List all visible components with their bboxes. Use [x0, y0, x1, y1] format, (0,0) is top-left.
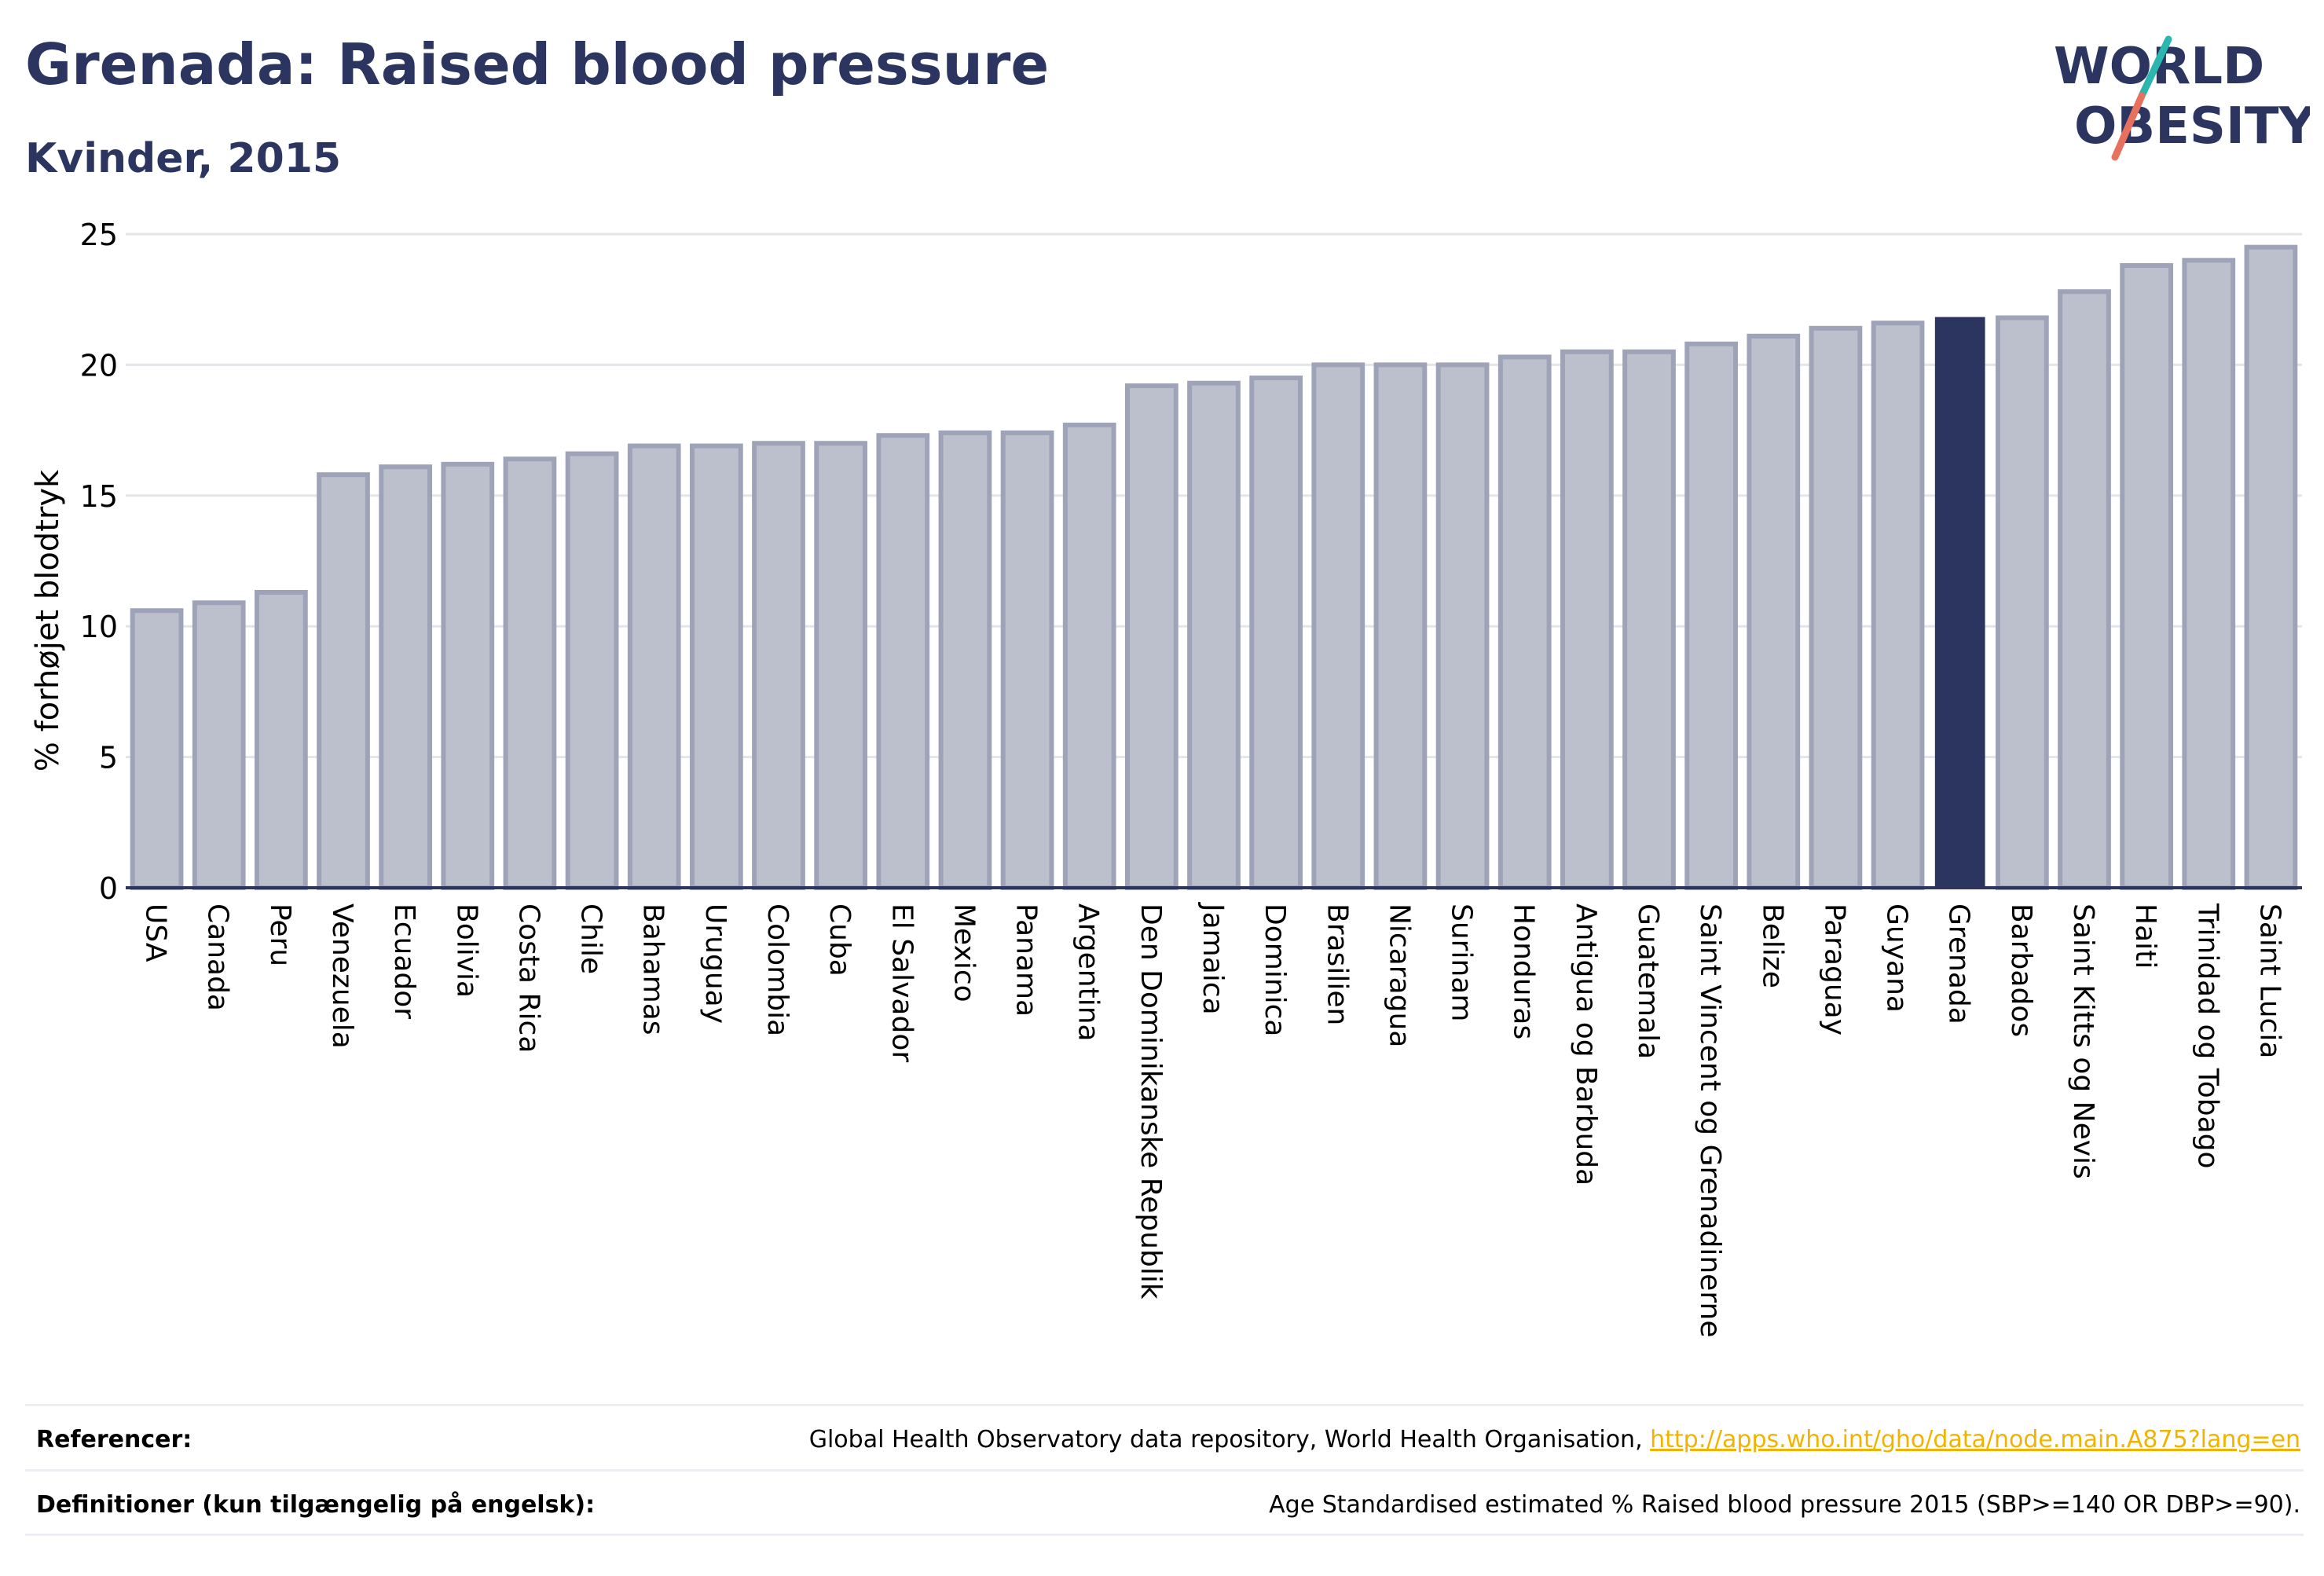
x-tick-label: Paraguay: [1818, 903, 1850, 1035]
x-tick-label: Cuba: [823, 903, 856, 977]
bar: [130, 608, 184, 890]
definitions-value: Age Standardised estimated % Raised bloo…: [1269, 1491, 2300, 1519]
bar: [254, 589, 308, 890]
bar: [1497, 354, 1552, 890]
bar: [565, 451, 619, 890]
bar: [379, 464, 433, 890]
x-tick-label: USA: [140, 903, 172, 962]
bar: [192, 600, 246, 890]
bar: [627, 443, 681, 890]
x-tick-label: Saint Lucia: [2253, 903, 2286, 1058]
x-tick-label: Barbados: [2005, 903, 2037, 1037]
x-tick-label: Canada: [202, 903, 234, 1011]
bar: [503, 456, 557, 890]
x-tick-label: Nicaragua: [1383, 903, 1415, 1047]
bar: [752, 441, 805, 890]
bar: [1747, 333, 1801, 890]
bar: [2182, 258, 2236, 890]
bar: [1995, 315, 2049, 891]
x-tick-label: Mexico: [948, 903, 980, 1002]
x-tick-label: Bolivia: [450, 903, 482, 998]
x-tick-label: Honduras: [1508, 903, 1540, 1039]
bar: [317, 472, 370, 890]
chart-title: Grenada: Raised blood pressure: [25, 31, 1050, 97]
bar: [2244, 244, 2298, 890]
footer-divider-middle: [25, 1469, 2304, 1472]
x-tick-label: Guyana: [1881, 903, 1913, 1013]
bar: [2058, 289, 2111, 890]
y-axis-label: % forhøjet blodtryk: [30, 469, 66, 772]
bar-chart: 0 5 10 15 20 25 USA Canada Peru Venezuela Ecuador B…: [30, 218, 2302, 1337]
references-link[interactable]: http://apps.who.int/gho/data/node.main.A…: [1650, 1426, 2300, 1453]
bar: [1062, 422, 1116, 890]
bar: [689, 443, 743, 890]
x-tick-label: Peru: [264, 903, 296, 966]
bar: [814, 441, 868, 890]
bar: [1934, 317, 1985, 889]
x-tick-label: Chile: [575, 903, 607, 974]
x-tick-label: Antigua og Barbuda: [1570, 903, 1602, 1186]
footer-divider-top: [25, 1404, 2304, 1406]
bar: [1684, 341, 1739, 890]
x-tick-label: Colombia: [761, 903, 794, 1036]
logo-slash-teal: [2138, 35, 2172, 100]
axes: 0 5 10 15 20 25 USA Canada Peru Venezuela Ecuador B…: [80, 218, 2302, 1337]
bars: [130, 244, 2298, 891]
bar: [1435, 362, 1490, 890]
x-tick-label: Costa Rica: [512, 903, 544, 1053]
bar: [1311, 362, 1365, 890]
x-tick-label: Saint Vincent og Grenadinerne: [1694, 903, 1726, 1337]
bar: [1871, 321, 1925, 891]
bar: [876, 433, 930, 890]
x-tick-label: Trinidad og Tobago: [2191, 903, 2223, 1169]
bar: [1373, 362, 1428, 890]
footer-divider-bottom: [25, 1534, 2304, 1536]
bar: [938, 430, 992, 890]
y-tick-label: 20: [80, 348, 118, 383]
y-tick-label: 10: [80, 610, 118, 644]
x-tick-label: Jamaica: [1197, 902, 1229, 1015]
x-tick-label: Uruguay: [699, 903, 731, 1024]
x-tick-label: Argentina: [1072, 903, 1105, 1042]
x-tick-label: Haiti: [2129, 903, 2161, 969]
x-tick-label: Dominica: [1259, 903, 1291, 1037]
y-tick-label: 0: [99, 871, 118, 906]
x-tick-label: Den Dominikanske Republik: [1135, 903, 1167, 1299]
x-tick-label: Grenada: [1943, 903, 1975, 1024]
x-tick-label: Guatemala: [1632, 903, 1664, 1059]
y-tick-label: 15: [80, 479, 118, 514]
chart-subtitle: Kvinder, 2015: [25, 135, 342, 182]
references-value: Global Health Observatory data repositor…: [809, 1426, 2300, 1453]
x-tick-label: El Salvador: [885, 903, 918, 1062]
x-tick-label: Brasilien: [1321, 903, 1353, 1025]
bar: [1809, 325, 1863, 891]
references-label: Referencer:: [36, 1426, 192, 1453]
x-tick-label: Bahamas: [637, 903, 669, 1035]
logo-slash-coral: [2111, 92, 2146, 161]
x-tick-label: Surinam: [1446, 903, 1478, 1021]
bar: [1560, 349, 1614, 890]
x-tick-label: Saint Kitts og Nevis: [2067, 903, 2099, 1179]
bar: [2120, 262, 2174, 891]
references-text: Global Health Observatory data repositor…: [808, 1426, 1651, 1453]
bar: [441, 461, 495, 890]
bar: [1622, 349, 1676, 890]
definitions-label: Definitioner (kun tilgængelig på engelsk…: [36, 1491, 596, 1519]
bar: [1124, 383, 1178, 890]
bar: [1187, 380, 1241, 891]
y-tick-label: 25: [80, 218, 118, 252]
world-obesity-logo: WORLD OBESITY: [2054, 35, 2310, 161]
x-tick-label: Belize: [1756, 903, 1788, 988]
logo-line-2: OBESITY: [2074, 97, 2310, 156]
x-tick-label: Venezuela: [326, 903, 358, 1049]
bar: [1000, 430, 1054, 890]
x-tick-label: Panama: [1010, 903, 1043, 1017]
x-tick-label: Ecuador: [388, 903, 420, 1019]
y-tick-label: 5: [99, 741, 118, 775]
bar: [1249, 376, 1303, 891]
